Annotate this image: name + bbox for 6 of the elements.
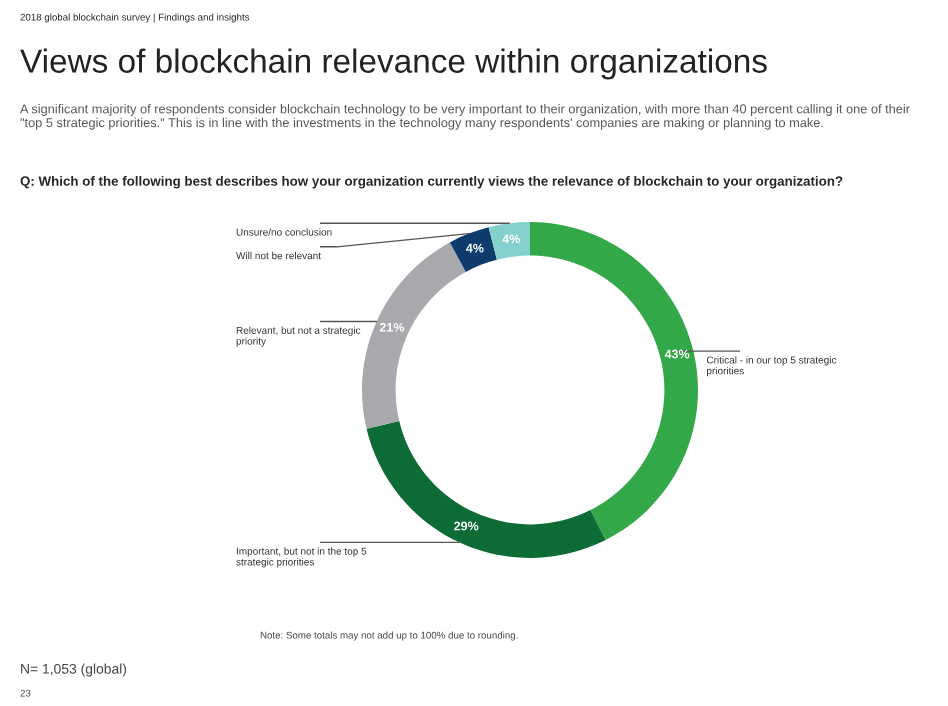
donut-slice [449,227,497,272]
donut-slice [366,421,606,558]
donut-slice [488,222,530,260]
donut-slice [530,222,698,541]
donut-slice [362,242,466,429]
chart-title: Views of blockchain relevance within organizations [20,48,767,80]
